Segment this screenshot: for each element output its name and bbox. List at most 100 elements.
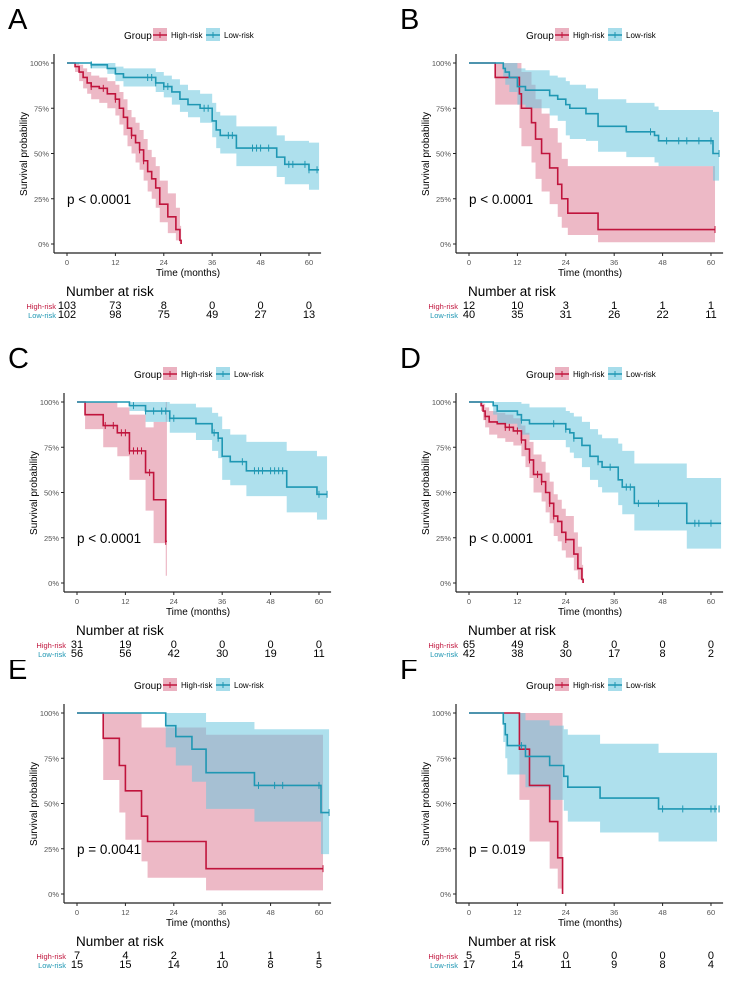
risk-count-low: 42	[168, 648, 180, 660]
y-tick-label: 0%	[48, 579, 59, 588]
y-tick-label: 25%	[436, 195, 451, 204]
risk-count-high: 0	[268, 639, 274, 651]
risk-count-low: 56	[119, 648, 131, 660]
legend-label-low: Low-risk	[234, 681, 265, 690]
risk-count-high: 10	[511, 300, 523, 312]
risk-count-high: 0	[708, 639, 714, 651]
x-tick-label: 12	[111, 258, 119, 267]
x-tick-label: 60	[707, 597, 715, 606]
x-tick-label: 12	[513, 597, 521, 606]
x-tick-label: 24	[160, 258, 168, 267]
y-tick-label: 100%	[40, 398, 60, 407]
legend-label-low: Low-risk	[626, 31, 657, 40]
risk-count-low: 15	[119, 959, 131, 971]
risk-count-high: 0	[708, 950, 714, 962]
x-tick-label: 60	[707, 908, 715, 917]
risk-count-high: 0	[171, 639, 177, 651]
risk-count-high: 19	[119, 639, 131, 651]
risk-row-label-high: High-risk	[428, 952, 458, 961]
risk-count-high: 1	[316, 950, 322, 962]
p-value: p < 0.0001	[67, 192, 131, 207]
legend-label-low: Low-risk	[626, 370, 657, 379]
survival-curve-low	[469, 712, 718, 810]
risk-count-low: 13	[303, 309, 315, 321]
y-tick-label: 25%	[436, 845, 451, 854]
risk-count-high: 0	[306, 300, 312, 312]
risk-count-low: 14	[511, 959, 523, 971]
y-tick-label: 100%	[432, 709, 452, 718]
risk-count-high: 12	[463, 300, 475, 312]
p-value: p < 0.0001	[77, 531, 141, 546]
risk-count-high: 1	[708, 300, 714, 312]
y-axis-title: Survival probability	[29, 451, 40, 535]
x-axis-title: Time (months)	[156, 268, 220, 279]
y-tick-label: 50%	[436, 800, 451, 809]
x-tick-label: 48	[266, 597, 274, 606]
y-axis-title: Survival probability	[421, 762, 432, 846]
risk-count-low: 9	[611, 959, 617, 971]
risk-count-low: 30	[560, 648, 572, 660]
y-tick-label: 0%	[440, 890, 451, 899]
risk-count-high: 31	[71, 639, 83, 651]
legend-title: Group	[526, 370, 554, 381]
panel-label: E	[8, 660, 27, 686]
risk-count-high: 5	[466, 950, 472, 962]
x-tick-label: 0	[75, 597, 79, 606]
survival-curve-low	[469, 62, 720, 155]
x-tick-label: 36	[218, 597, 226, 606]
risk-count-low: 11	[313, 648, 324, 660]
km-panel-a: A Group High-risk Low-risk 0% 25% 50% 75% 100% 0 1…	[0, 0, 367, 335]
y-tick-label: 0%	[48, 890, 59, 899]
risk-count-low: 14	[168, 959, 180, 971]
legend-label-high: High-risk	[573, 31, 606, 40]
legend-label-high: High-risk	[171, 31, 204, 40]
y-tick-label: 25%	[34, 195, 49, 204]
risk-table-title: Number at risk	[468, 284, 556, 299]
risk-count-high: 0	[219, 639, 225, 651]
risk-count-low: 11	[560, 959, 571, 971]
risk-count-high: 1	[611, 300, 617, 312]
legend-label-low: Low-risk	[234, 370, 265, 379]
x-tick-label: 60	[315, 908, 323, 917]
risk-row-label-low: Low-risk	[38, 650, 66, 659]
y-axis-title: Survival probability	[19, 112, 30, 196]
risk-count-low: 22	[656, 309, 668, 321]
legend-label-high: High-risk	[573, 370, 606, 379]
y-tick-label: 0%	[440, 579, 451, 588]
risk-count-low: 40	[463, 309, 475, 321]
x-tick-label: 60	[305, 258, 313, 267]
risk-table-title: Number at risk	[468, 623, 556, 638]
x-tick-label: 48	[266, 908, 274, 917]
x-tick-label: 36	[218, 908, 226, 917]
risk-count-high: 0	[258, 300, 264, 312]
risk-count-high: 65	[463, 639, 475, 651]
risk-count-low: 17	[608, 648, 620, 660]
risk-count-low: 38	[511, 648, 523, 660]
y-tick-label: 100%	[432, 398, 452, 407]
x-tick-label: 48	[658, 258, 666, 267]
km-panel-b: B Group High-risk Low-risk 0% 25% 50% 75% 100% 0 1…	[367, 0, 734, 335]
risk-count-high: 4	[122, 950, 128, 962]
y-tick-label: 50%	[436, 489, 451, 498]
km-panel-e: E Group High-risk Low-risk 0% 25% 50% 75% 100% 0 1…	[0, 654, 367, 982]
p-value: p = 0.019	[469, 842, 526, 857]
risk-count-low: 17	[463, 959, 475, 971]
risk-count-high: 1	[268, 950, 274, 962]
km-panel-f: F Group High-risk Low-risk 0% 25% 50% 75% 100% 0 1…	[367, 654, 734, 982]
ci-band-low	[469, 402, 722, 549]
risk-count-low: 98	[109, 309, 121, 321]
risk-count-low: 2	[708, 648, 714, 660]
survival-curve-high	[469, 62, 716, 231]
survival-curve-high	[77, 401, 167, 543]
risk-count-low: 31	[560, 309, 572, 321]
risk-count-low: 15	[71, 959, 83, 971]
legend-title: Group	[134, 370, 162, 381]
risk-table-title: Number at risk	[66, 284, 154, 299]
x-axis-title: Time (months)	[166, 607, 230, 618]
y-tick-label: 100%	[40, 709, 60, 718]
x-tick-label: 48	[658, 597, 666, 606]
risk-table-title: Number at risk	[76, 623, 164, 638]
legend-label-low: Low-risk	[626, 681, 657, 690]
